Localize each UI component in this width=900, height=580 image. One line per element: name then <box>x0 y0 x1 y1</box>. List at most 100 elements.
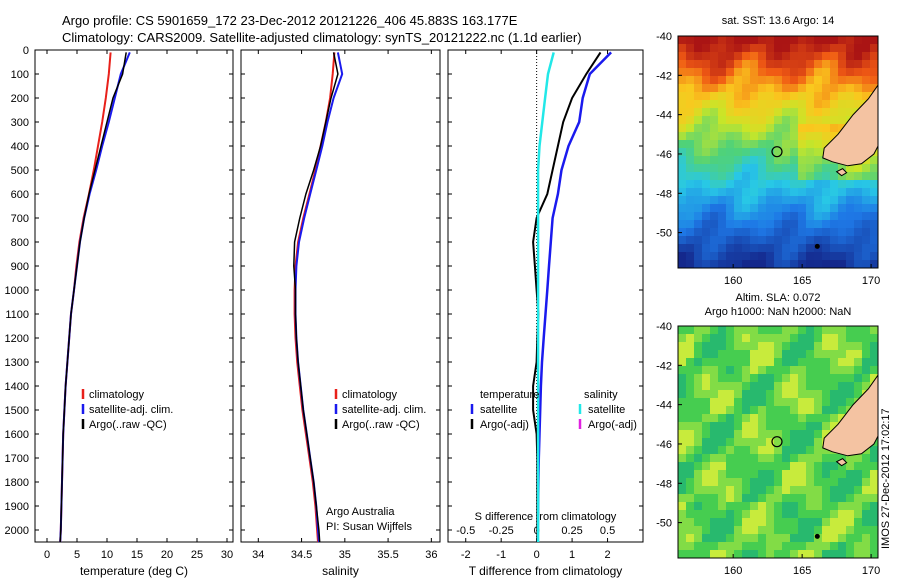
map-cell <box>734 36 742 44</box>
map-cell <box>758 156 766 164</box>
map-cell <box>694 374 702 382</box>
map-cell <box>870 326 878 334</box>
map-cell <box>702 502 710 510</box>
map-cell <box>710 260 718 268</box>
map-cell <box>798 398 806 406</box>
map-cell <box>678 342 686 350</box>
map-cell <box>710 212 718 220</box>
map-cell <box>758 422 766 430</box>
map-cell <box>838 374 846 382</box>
map-cell <box>774 68 782 76</box>
map-cell <box>742 180 750 188</box>
map-cell <box>838 44 846 52</box>
map-cell <box>694 486 702 494</box>
map-cell <box>870 76 878 84</box>
map-cell <box>846 342 854 350</box>
map-cell <box>750 124 758 132</box>
map-cell <box>798 502 806 510</box>
map-cell <box>742 486 750 494</box>
map-cell <box>870 228 878 236</box>
map-cell <box>822 526 830 534</box>
map-sst-raster <box>678 36 878 268</box>
map-cell <box>830 502 838 510</box>
map-cell <box>798 220 806 228</box>
map-cell <box>774 550 782 558</box>
map-cell <box>798 358 806 366</box>
map-cell <box>686 36 694 44</box>
map-cell <box>822 36 830 44</box>
map-cell <box>782 60 790 68</box>
map-cell <box>782 382 790 390</box>
map-cell <box>814 196 822 204</box>
map-cell <box>750 188 758 196</box>
map-cell <box>790 430 798 438</box>
map-cell <box>710 534 718 542</box>
map-cell <box>710 470 718 478</box>
map-cell <box>830 478 838 486</box>
map-cell <box>806 60 814 68</box>
map-cell <box>838 510 846 518</box>
map-cell <box>862 326 870 334</box>
map-cell <box>854 52 862 60</box>
map-cell <box>782 406 790 414</box>
map-cell <box>806 502 814 510</box>
map-cell <box>830 196 838 204</box>
map-cell <box>806 534 814 542</box>
map-cell <box>694 454 702 462</box>
map-cell <box>782 534 790 542</box>
x-tick-label: -2 <box>461 549 471 561</box>
map-cell <box>702 188 710 196</box>
map-cell <box>758 76 766 84</box>
map-cell <box>686 116 694 124</box>
map-cell <box>838 518 846 526</box>
map-cell <box>710 68 718 76</box>
series-line-salinity-satellite <box>536 52 555 542</box>
map-cell <box>870 188 878 196</box>
map-cell <box>742 108 750 116</box>
map-cell <box>686 132 694 140</box>
map-cell <box>678 390 686 398</box>
map-cell <box>774 260 782 268</box>
map-cell <box>814 526 822 534</box>
map-cell <box>790 542 798 550</box>
map-cell <box>686 422 694 430</box>
map-cell <box>822 172 830 180</box>
map-sst-frame <box>677 35 879 269</box>
map-cell <box>806 334 814 342</box>
top-tick-label: -0.25 <box>489 525 514 537</box>
map-cell <box>678 366 686 374</box>
map-cell <box>726 326 734 334</box>
map-cell <box>862 260 870 268</box>
map-cell <box>734 430 742 438</box>
map-cell <box>814 502 822 510</box>
map-cell <box>814 494 822 502</box>
map-cell <box>686 486 694 494</box>
map-cell <box>838 398 846 406</box>
map-cell <box>838 478 846 486</box>
map-cell <box>822 430 830 438</box>
map-cell <box>742 252 750 260</box>
map-cell <box>862 486 870 494</box>
map-cell <box>790 228 798 236</box>
map-cell <box>758 228 766 236</box>
map-cell <box>686 84 694 92</box>
map-cell <box>822 212 830 220</box>
map-cell <box>774 414 782 422</box>
map-cell <box>774 438 782 446</box>
map-cell <box>822 366 830 374</box>
map-cell <box>782 486 790 494</box>
top-axis-label: S difference from climatology <box>475 511 617 523</box>
map-cell <box>702 228 710 236</box>
map-cell <box>790 534 798 542</box>
map-cell <box>846 220 854 228</box>
map-cell <box>806 52 814 60</box>
map-cell <box>782 228 790 236</box>
map-cell <box>734 462 742 470</box>
map-cell <box>846 196 854 204</box>
map-cell <box>766 212 774 220</box>
map-cell <box>742 510 750 518</box>
x-tick-label: 0 <box>44 549 50 561</box>
map-cell <box>774 204 782 212</box>
map-cell <box>718 446 726 454</box>
map-cell <box>782 220 790 228</box>
